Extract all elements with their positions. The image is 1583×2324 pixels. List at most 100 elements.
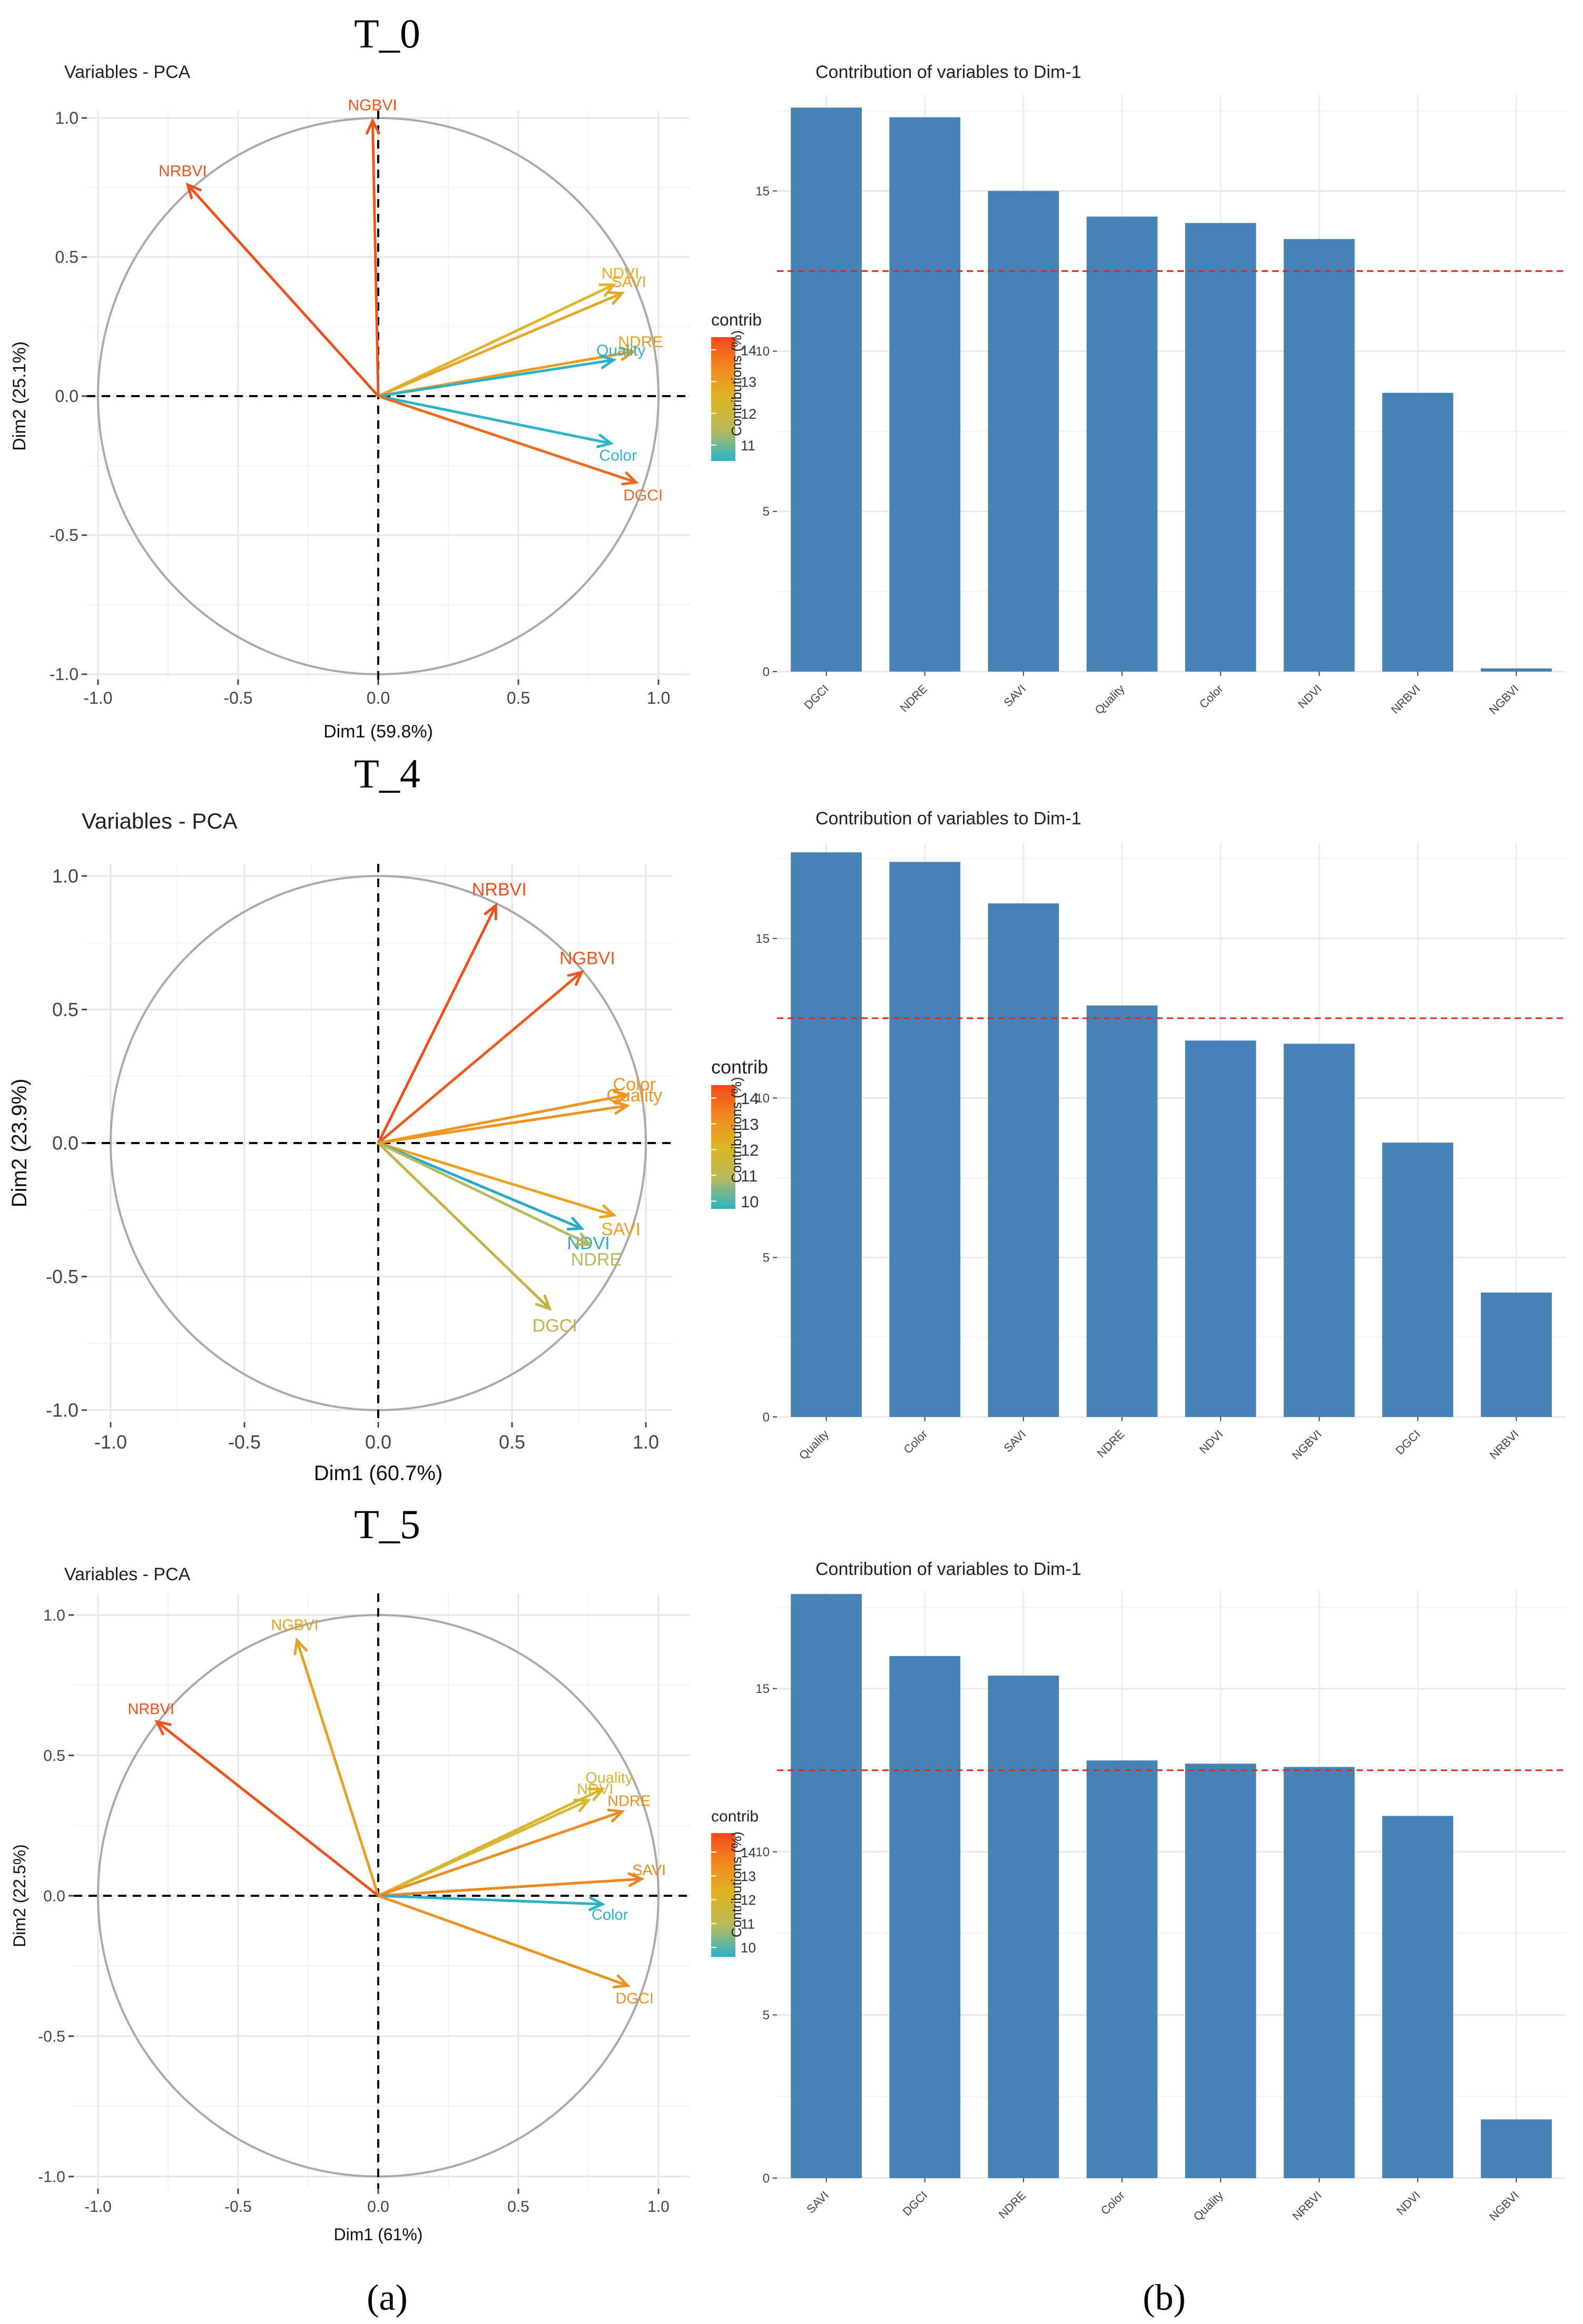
pca-vector-line (378, 1141, 614, 1217)
column-label-b: (b) (1143, 2278, 1186, 2318)
pca-vector-arrowhead (613, 1974, 631, 1988)
pca-vector-label: NRBVI (127, 1701, 174, 1718)
legend-tick-label: 13 (741, 375, 756, 390)
category-label: Color (1098, 2189, 1127, 2218)
category-label: SAVI (1001, 682, 1028, 710)
bar (1283, 1043, 1355, 1417)
category-label: NDRE (897, 682, 930, 715)
column-label-a: (a) (367, 2278, 408, 2318)
pca-vector: Quality (378, 1086, 662, 1145)
category-label: NRBVI (1487, 1427, 1521, 1462)
pca-vector: NDRE (378, 1793, 651, 1897)
pca-vector-line (378, 395, 612, 445)
pca-vector-line (378, 1877, 642, 1897)
category-label: DGCI (1393, 1427, 1423, 1458)
y-axis-label: Dim2 (22.5%) (10, 1844, 29, 1947)
y-tick-label: 1.0 (43, 1607, 65, 1624)
bar (1382, 392, 1453, 672)
pca-vector-line (186, 184, 379, 397)
contrib-legend: contrib 14 13 12 11 10 (711, 1056, 768, 1211)
bar (1382, 1143, 1453, 1417)
legend-tick-label: 13 (741, 1868, 756, 1884)
legend-title: contrib (711, 1808, 759, 1825)
y-tick-label: 1.0 (52, 865, 78, 887)
pca-vector-arrowhead (185, 182, 202, 200)
y-tick-label: 0.0 (55, 387, 78, 406)
pca-vector-line (377, 283, 614, 398)
pca-vector: NRBVI (159, 162, 379, 397)
pca-vector-arrowhead (366, 117, 380, 135)
pca-title: Variables - PCA (64, 1564, 191, 1584)
legend-tick-label: 11 (741, 438, 755, 454)
pca-vector-line (378, 1894, 628, 1987)
category-label: DGCI (900, 2189, 930, 2219)
pca-vector-line (378, 1141, 583, 1230)
category-label: NDRE (996, 2189, 1029, 2221)
y-tick-label: -1.0 (38, 2169, 65, 2186)
legend-colorbar (711, 1085, 735, 1209)
y-tick-label: -0.5 (50, 526, 78, 545)
y-tick-label: 0.0 (43, 1888, 65, 1905)
pca-vector-arrowhead (618, 346, 636, 361)
contrib-legend: contrib 14 13 12 11 10 (711, 1808, 759, 1957)
bar (1086, 1760, 1158, 2178)
pca-vector-label: SAVI (612, 273, 646, 291)
y-tick-label: 0.5 (55, 248, 78, 267)
x-tick-label: 0.0 (367, 688, 390, 707)
legend-tick-label: 10 (741, 1940, 756, 1956)
bar (1382, 1816, 1453, 2178)
panel-label: T_4 (354, 751, 420, 796)
bar (1086, 216, 1158, 672)
y-tick-label: 1.0 (55, 109, 78, 127)
bar-panel-2: Contribution of variables to Dim-1 0 5 10 15… (729, 1559, 1566, 2223)
pca-vector: SAVI (378, 273, 646, 398)
panel-label: T_5 (354, 1501, 420, 1547)
pca-vector-line (377, 1788, 603, 1897)
x-tick-label: -1.0 (84, 2198, 112, 2215)
pca-vector: NDRE (377, 1141, 622, 1270)
pca-vector-arrowhead (574, 1232, 593, 1246)
pca-vector-label: NDRE (571, 1250, 622, 1270)
pca-vector: SAVI (378, 1141, 641, 1239)
pca-vector-arrowhead (621, 471, 639, 486)
bar (1185, 1040, 1256, 1417)
y-tick-label: -1.0 (46, 1400, 78, 1421)
category-label: NGBVI (1487, 682, 1521, 717)
category-label: DGCI (802, 682, 832, 712)
y-tick-label: -1.0 (50, 665, 78, 684)
y-axis-label: Contributions (%) (729, 1831, 744, 1937)
legend-tick-label: 12 (741, 1892, 756, 1908)
y-tick-label: 10 (755, 344, 770, 359)
pca-panel-1: T_4 Variables - PCA -1.0 -0.5 0.0 0.5 1.0 -1.0 -… (8, 751, 768, 1485)
legend-tick-label: 14 (741, 1845, 756, 1860)
pca-vector-label: DGCI (533, 1316, 577, 1336)
legend-tick-label: 10 (741, 1193, 759, 1211)
y-tick-label: 0.5 (43, 1747, 65, 1765)
y-tick-label: 10 (755, 1091, 770, 1106)
y-axis-label: Dim2 (23.9%) (8, 1079, 31, 1208)
y-tick-label: 0.0 (52, 1133, 78, 1154)
x-tick-label: -0.5 (224, 2198, 252, 2215)
bar (1481, 1292, 1552, 1417)
pca-vector-line (296, 1640, 380, 1896)
contrib-legend: contrib 14 13 12 11 (711, 310, 762, 461)
pca-title: Variables - PCA (64, 62, 191, 82)
legend-tick-label: 14 (741, 1089, 759, 1108)
x-tick-label: 0.5 (507, 2198, 529, 2215)
y-tick-label: 0 (763, 2171, 770, 2185)
pca-vector-label: NGBVI (348, 96, 397, 114)
pca-vector-label: NDRE (607, 1793, 651, 1810)
pca-vector-label: DGCI (623, 487, 663, 504)
y-tick-label: 15 (755, 932, 770, 946)
pca-vector-line (378, 395, 637, 484)
pca-panel-0: T_0 Variables - PCA -1.0 -0.5 0.0 0.5 1.0 -1.0 -… (9, 11, 762, 742)
category-label: NRBVI (1389, 682, 1423, 716)
x-axis-label: Dim1 (61%) (334, 2225, 423, 2244)
category-label: NGBVI (1290, 1427, 1324, 1462)
legend-title: contrib (711, 1056, 768, 1078)
bar (1283, 1767, 1355, 2178)
pca-vector-arrowhead (566, 1217, 585, 1231)
pca-vector-label: Quality (585, 1769, 633, 1786)
legend-tick-label: 11 (741, 1916, 755, 1932)
pca-vector-label: NGBVI (559, 949, 615, 969)
